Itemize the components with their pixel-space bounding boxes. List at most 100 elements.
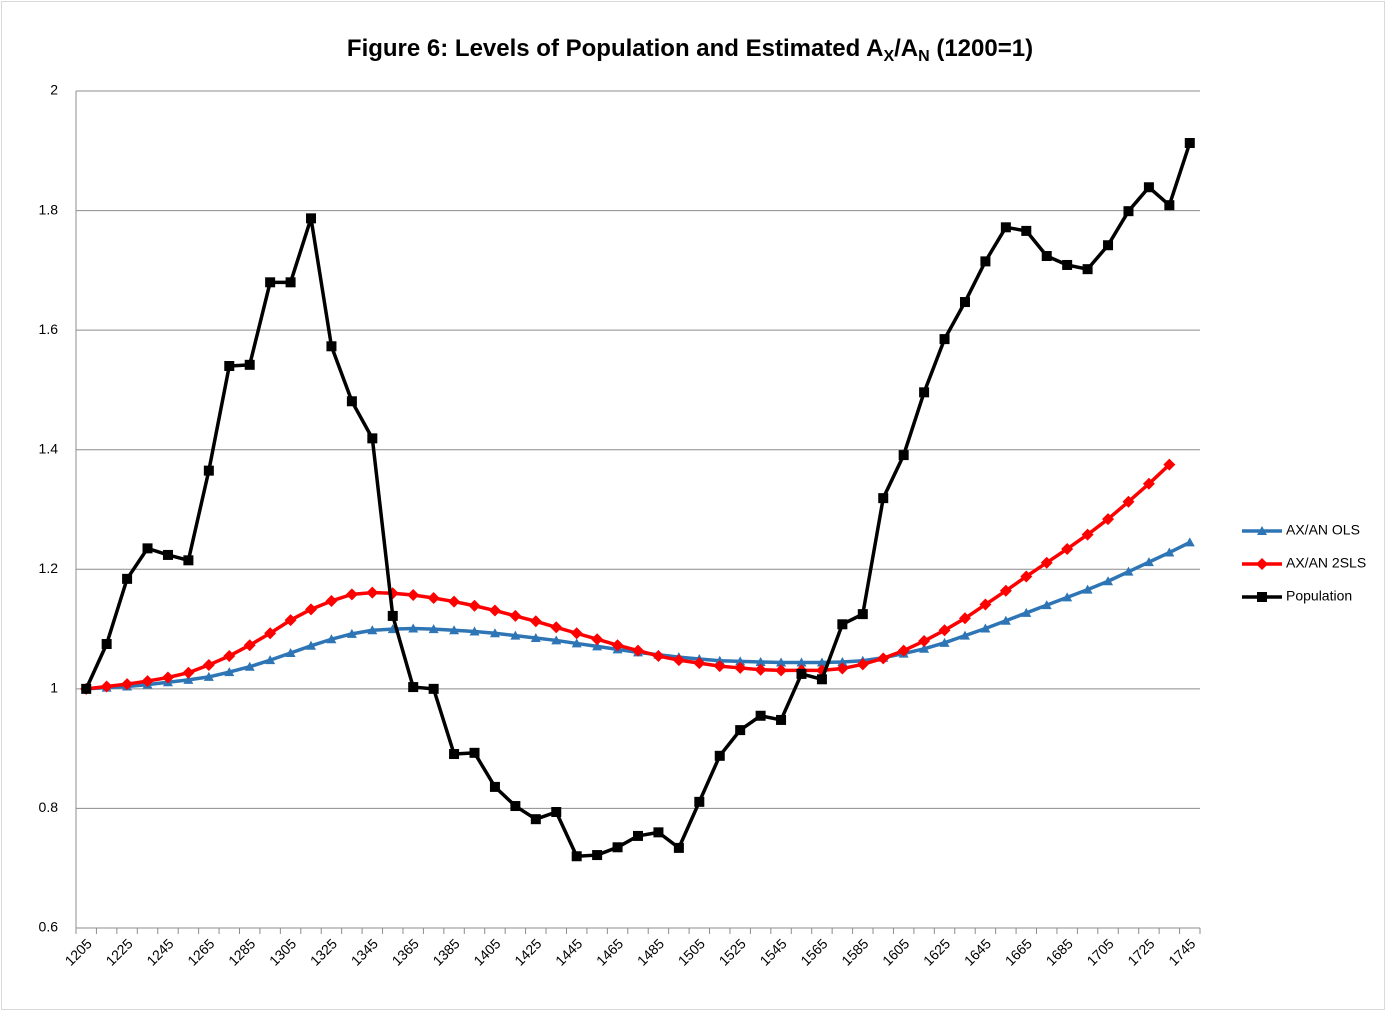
data-point [735,725,746,736]
data-point [856,658,869,671]
data-point [999,584,1012,597]
data-point [592,641,603,651]
y-tick-label: 1.4 [39,440,59,456]
data-point [306,640,317,650]
data-point [366,586,379,599]
data-point [346,396,357,407]
data-point [959,630,970,640]
title-part: (1200=1) [930,35,1033,62]
data-point [407,588,420,601]
data-point [121,678,134,691]
data-point [345,588,358,601]
data-point [1082,264,1093,275]
chart-title: Figure 6: Levels of Population and Estim… [347,35,1033,65]
data-point [633,830,643,841]
data-point [367,625,378,635]
data-point [755,710,766,721]
y-tick-label: 1.8 [39,201,59,217]
data-point [571,851,582,862]
data-point [1142,477,1155,490]
title-part: Figure 6: Levels of Population and Estim… [347,35,884,62]
data-point [1122,495,1135,508]
data-point [919,643,930,653]
data-point [183,555,194,566]
data-point [510,630,521,640]
data-point [285,647,296,657]
legend-marker [1256,558,1268,570]
data-point [816,674,827,685]
data-point [632,644,644,657]
data-point [776,657,787,667]
data-point [1062,259,1073,270]
data-point [264,627,277,640]
data-point [1082,584,1093,594]
data-point [224,667,235,677]
data-point [489,628,500,638]
data-point [816,657,827,667]
data-point [1143,557,1154,567]
title-part: /A [894,35,918,62]
data-point [1103,240,1114,251]
data-point [796,657,807,667]
data-point [958,612,971,625]
data-point [1000,615,1011,625]
data-point [1021,607,1032,617]
data-point [1020,570,1033,583]
data-point [1103,576,1114,586]
data-point [1021,225,1032,236]
data-point [570,627,583,640]
data-point [488,604,501,617]
data-point [509,609,522,622]
data-point [122,573,133,584]
data-point [980,623,991,633]
data-point [202,658,215,671]
data-point [223,649,236,662]
data-point [346,628,357,638]
data-point [979,598,992,611]
data-point [101,639,112,650]
data-point [980,256,991,267]
data-point [529,615,542,628]
data-point [408,682,419,693]
data-point [530,633,541,643]
data-point [1123,206,1134,217]
data-point [694,796,705,807]
data-point [1163,458,1176,471]
data-point [652,649,665,662]
data-point [837,619,848,630]
data-point [836,662,849,675]
data-point [592,850,603,861]
data-point [939,334,950,345]
data-point [612,842,623,853]
data-point [265,655,276,665]
data-point [428,683,439,694]
data-point [898,450,909,461]
data-point [918,635,931,648]
data-point [469,626,480,636]
data-point [265,277,276,288]
legend-label: AX/AN OLS [1286,522,1360,538]
y-tick-label: 1.6 [39,321,59,337]
data-point [1061,542,1074,555]
data-point [285,277,296,288]
data-point [182,666,195,679]
data-point [1062,592,1073,602]
y-tick-label: 2 [50,82,58,98]
legend-label: Population [1286,588,1352,604]
data-point [571,638,582,648]
data-point [408,623,419,633]
data-point [469,747,480,758]
y-tick-label: 0.8 [39,799,59,815]
data-point [161,671,174,684]
data-point [837,656,848,666]
data-point [754,663,767,676]
data-point [897,644,910,657]
data-point [244,661,255,671]
data-point [1143,182,1154,193]
data-point [713,660,726,673]
data-point [591,633,604,646]
data-point [305,603,318,616]
title-subscript: X [883,48,894,65]
